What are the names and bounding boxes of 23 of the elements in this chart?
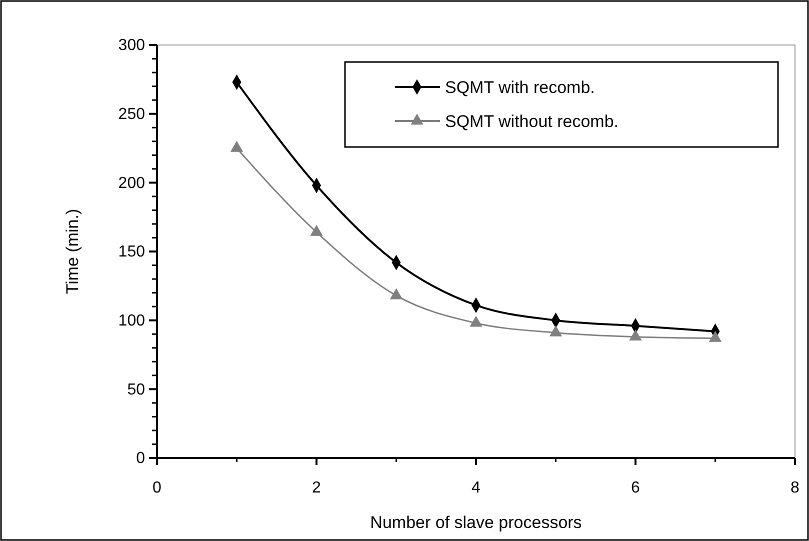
x-tick-label: 6 [631, 479, 640, 496]
x-tick-label: 4 [472, 479, 481, 496]
y-tick-label: 100 [118, 312, 146, 330]
y-tick-label: 200 [118, 174, 146, 192]
y-tick-label: 300 [118, 37, 146, 54]
y-tick-label: 150 [118, 244, 146, 261]
y-tick-label: 250 [118, 106, 146, 123]
y-tick-label: 0 [136, 450, 146, 468]
point [390, 288, 403, 300]
x-axis-title: Number of slave processors [370, 513, 582, 532]
point [549, 325, 562, 336]
x-tick-label: 0 [152, 479, 162, 496]
point [470, 316, 482, 327]
y-tick-label: 50 [127, 381, 146, 398]
y-axis-title: Time (min.) [63, 208, 82, 294]
x-tick-label: 8 [790, 479, 800, 496]
legend-label: SQMT without recomb. [445, 112, 619, 131]
point [230, 140, 244, 152]
x-tick-label: 2 [312, 479, 322, 496]
point [310, 224, 323, 236]
legend-label: SQMT with recomb. [445, 78, 595, 97]
point [708, 330, 722, 342]
point [629, 330, 642, 341]
